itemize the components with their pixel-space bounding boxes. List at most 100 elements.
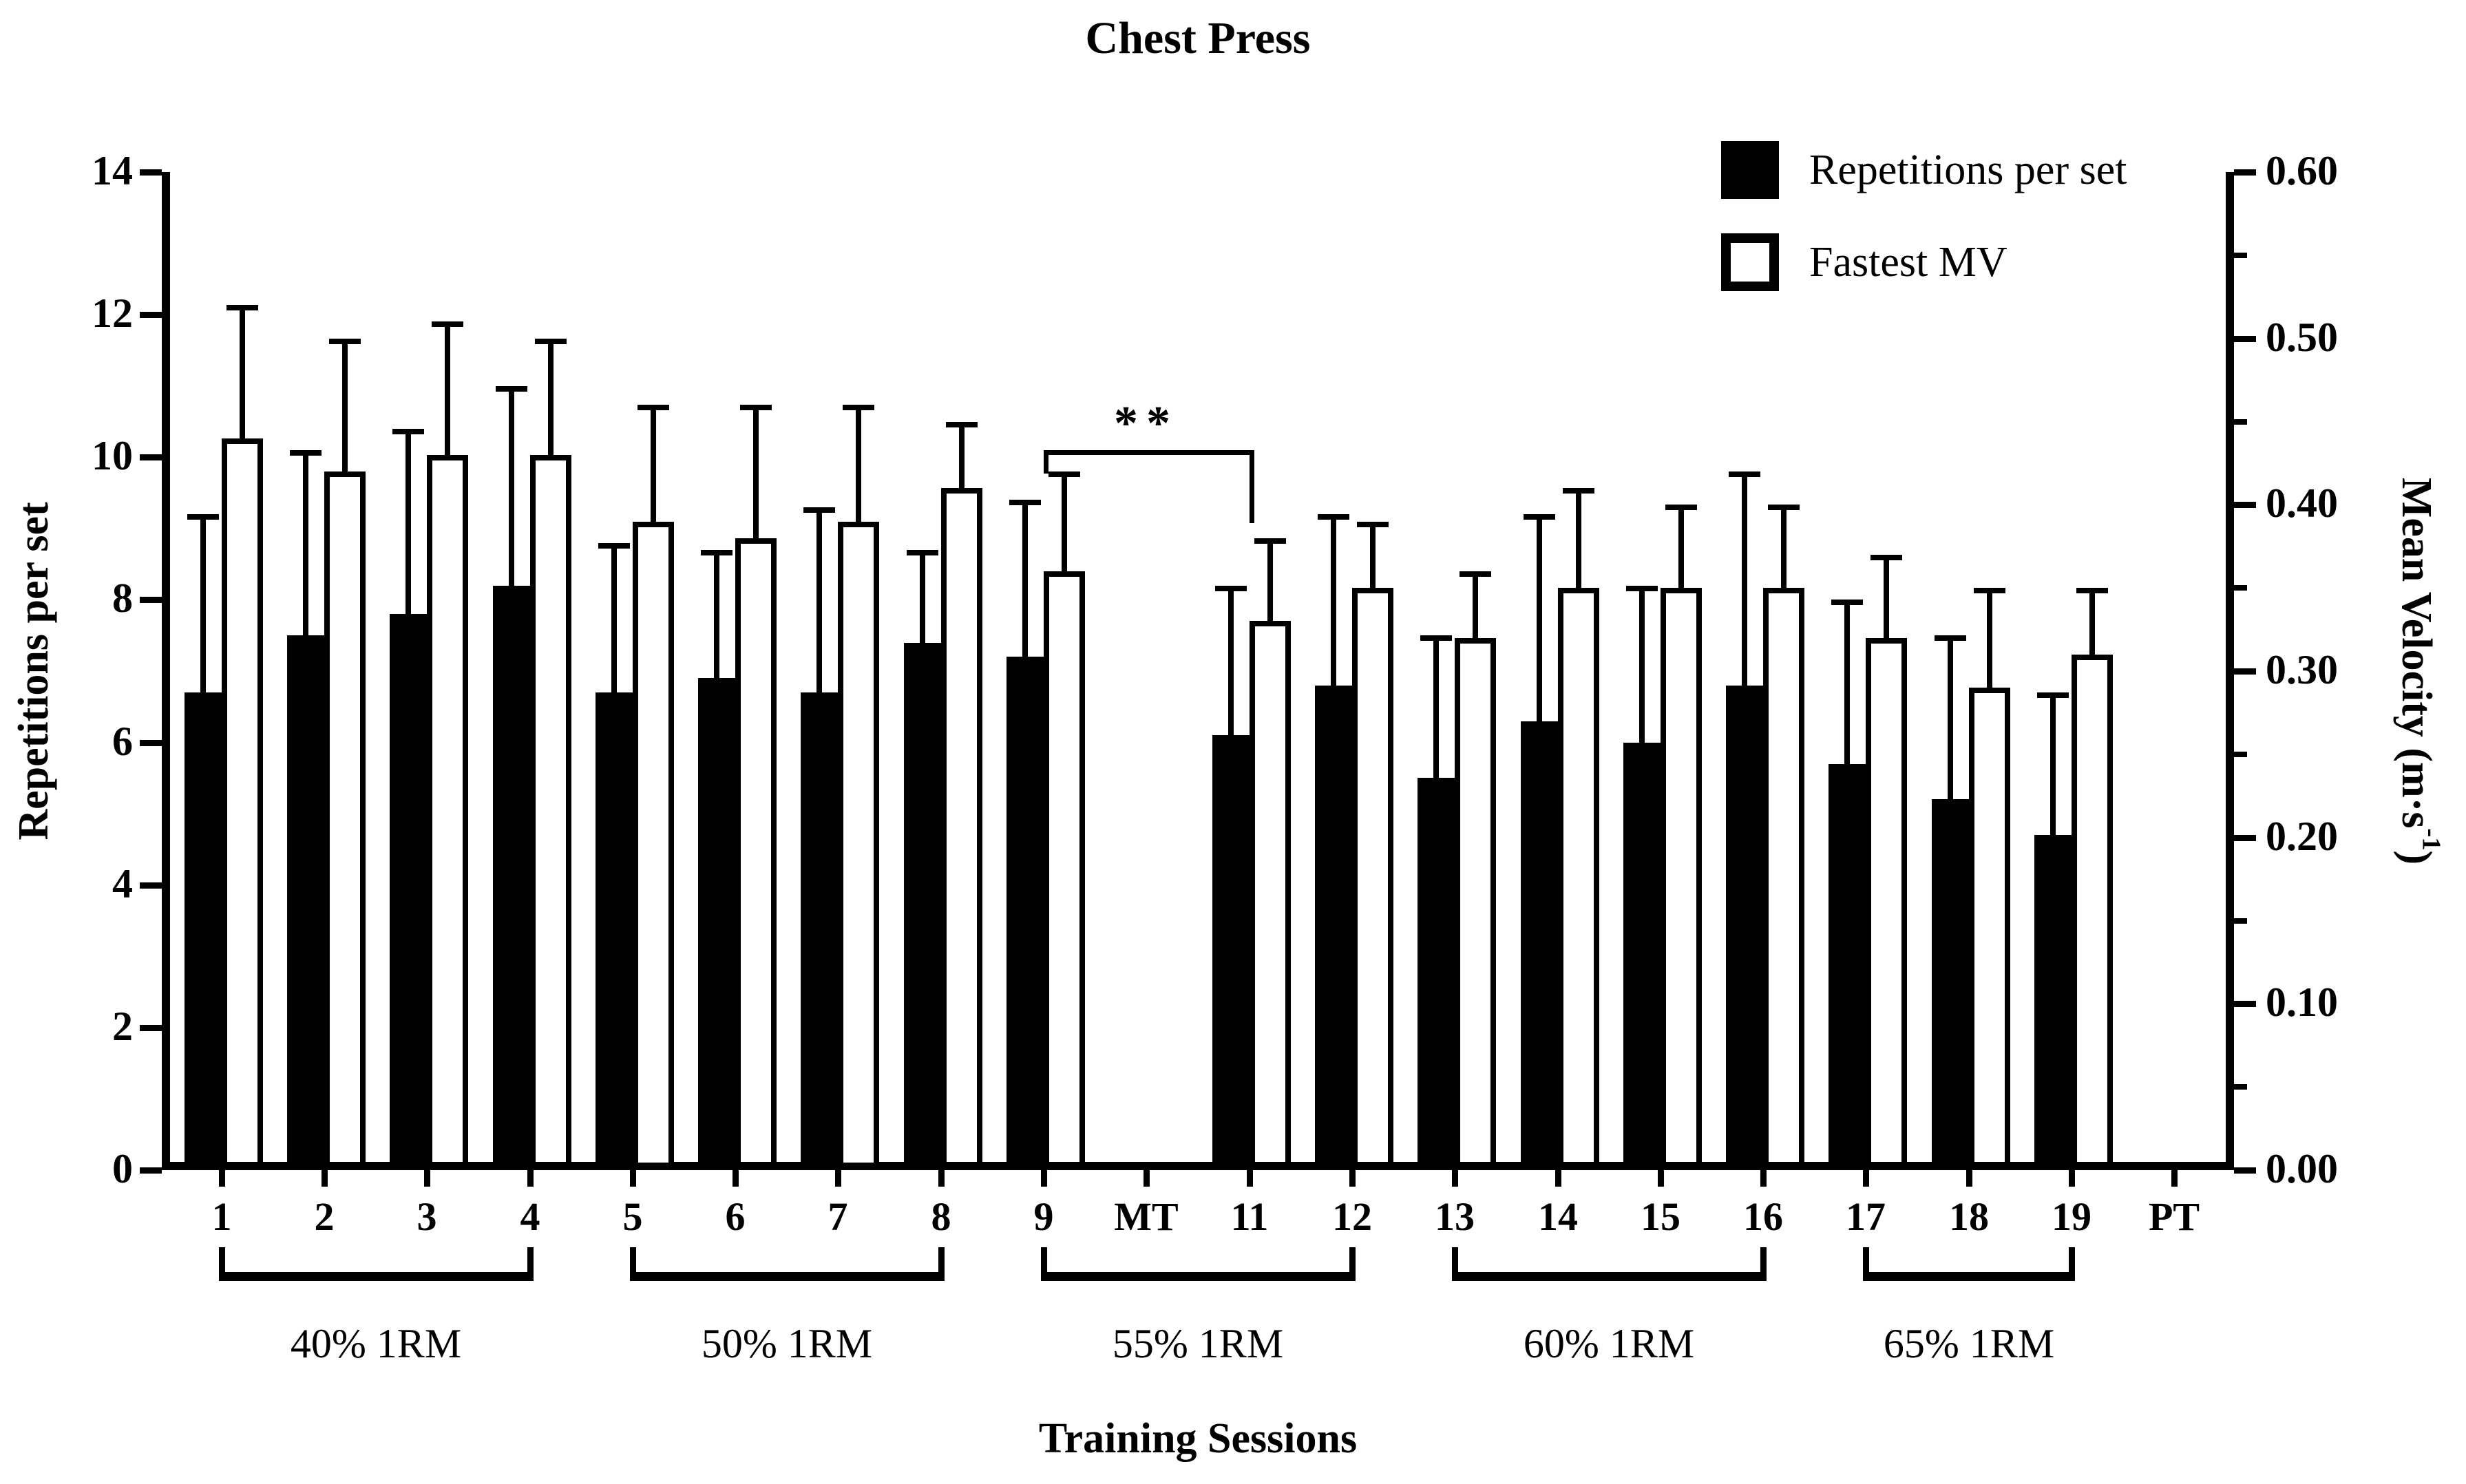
error-bar-line — [1948, 635, 1953, 813]
right-axis-tick-label: 0.00 — [2266, 1146, 2338, 1192]
repetitions-swatch-icon — [1721, 141, 1779, 199]
left-axis-tick-label: 2 — [112, 1004, 133, 1050]
repetitions-bar-session-15 — [1623, 743, 1661, 1162]
error-bar-cap — [187, 514, 219, 520]
fastest-mv-bar-session-14 — [1558, 588, 1599, 1162]
error-bar-line — [445, 321, 450, 468]
repetitions-bar-session-11 — [1212, 735, 1250, 1162]
right-axis-tick — [2234, 336, 2256, 342]
left-axis-tick-label: 12 — [92, 290, 133, 337]
error-bar-line — [240, 305, 245, 452]
left-axis-tick-label: 14 — [92, 148, 133, 194]
error-bar-line — [509, 386, 514, 600]
group-label: 60% 1RM — [1523, 1321, 1695, 1366]
left-axis-tick — [140, 454, 162, 460]
error-bar-cap — [2076, 588, 2108, 593]
repetitions-bar-session-17 — [1829, 764, 1866, 1162]
group-bracket-right-tick — [527, 1247, 534, 1280]
left-axis-tick-label: 8 — [112, 575, 133, 622]
x-axis-tick — [1658, 1170, 1664, 1187]
x-tick-label-session-8: 8 — [931, 1194, 951, 1239]
error-bar-line — [1473, 571, 1478, 652]
error-bar-line — [1433, 635, 1439, 792]
significance-bracket-right-tick — [1250, 450, 1254, 523]
error-bar-cap — [907, 550, 938, 555]
x-axis-tick — [733, 1170, 739, 1187]
error-bar-cap — [803, 507, 835, 513]
right-axis-minor-tick — [2234, 918, 2247, 924]
x-axis-tick — [1555, 1170, 1561, 1187]
error-bar-line — [1987, 588, 1992, 701]
x-tick-label-session-3: 3 — [417, 1194, 437, 1239]
legend-label: Repetitions per set — [1809, 146, 2127, 193]
x-axis-tick — [1863, 1170, 1869, 1187]
left-axis-tick — [140, 169, 162, 176]
x-axis-tick — [938, 1170, 945, 1187]
error-bar-cap — [1665, 505, 1697, 510]
x-tick-label-session-19: 19 — [2052, 1194, 2091, 1239]
error-bar-line — [2089, 588, 2095, 668]
group-bracket-left-tick — [1863, 1247, 1869, 1280]
left-axis-tick-label: 0 — [112, 1146, 133, 1192]
left-axis-title: Repetitions per set — [10, 502, 57, 840]
significance-bracket-left-tick — [1044, 450, 1048, 474]
group-bracket-bar — [1863, 1272, 2075, 1281]
error-bar-cap — [535, 339, 567, 344]
significance-bracket-top — [1044, 450, 1254, 455]
repetitions-bar-session-9 — [1007, 657, 1044, 1162]
repetitions-bar-session-13 — [1418, 778, 1455, 1162]
error-bar-line — [1267, 538, 1273, 635]
fastest-mv-bar-session-18 — [1969, 688, 2010, 1162]
error-bar-cap — [1935, 635, 1966, 641]
error-bar-line — [2050, 692, 2056, 849]
x-tick-label-session-11: 11 — [1230, 1194, 1269, 1239]
x-tick-label-session-2: 2 — [314, 1194, 335, 1239]
x-axis-tick — [630, 1170, 636, 1187]
x-tick-label-session-17: 17 — [1846, 1194, 1886, 1239]
right-axis-title: Mean Velocity (m·s-1) — [2392, 478, 2447, 865]
error-bar-cap — [1870, 555, 1902, 560]
plot-area — [162, 172, 2234, 1170]
error-bar-line — [1370, 522, 1376, 602]
x-tick-label-session-15: 15 — [1641, 1194, 1680, 1239]
error-bar-cap — [496, 386, 527, 392]
repetitions-bar-session-18 — [1932, 799, 1969, 1162]
right-axis-tick-label: 0.20 — [2266, 814, 2338, 860]
fastest-mv-swatch-icon — [1721, 233, 1779, 291]
left-axis-tick-label: 6 — [112, 719, 133, 765]
error-bar-cap — [1563, 488, 1594, 494]
right-axis-tick — [2234, 1001, 2256, 1007]
group-label: 40% 1RM — [290, 1321, 462, 1366]
left-axis-tick-label: 10 — [92, 433, 133, 479]
fastest-mv-bar-session-15 — [1661, 588, 1702, 1162]
error-bar-line — [1331, 514, 1336, 699]
error-bar-cap — [1009, 500, 1041, 505]
repetitions-bar-session-1 — [185, 692, 222, 1162]
error-bar-line — [405, 429, 411, 628]
error-bar-line — [200, 514, 206, 706]
x-axis-tick — [2171, 1170, 2178, 1187]
fastest-mv-bar-session-8 — [941, 488, 982, 1162]
fastest-mv-bar-session-4 — [530, 455, 571, 1162]
fastest-mv-bar-session-12 — [1352, 588, 1393, 1162]
error-bar-line — [611, 543, 617, 707]
error-bar-cap — [1729, 471, 1760, 477]
legend-label: Fastest MV — [1809, 238, 2007, 286]
left-axis-tick — [140, 740, 162, 746]
x-tick-label-session-14: 14 — [1538, 1194, 1578, 1239]
left-axis-tick — [140, 1025, 162, 1031]
error-bar-line — [1884, 555, 1889, 652]
x-tick-label-session-16: 16 — [1743, 1194, 1783, 1239]
error-bar-cap — [1524, 514, 1555, 520]
group-label: 55% 1RM — [1112, 1321, 1284, 1366]
fastest-mv-bar-session-3 — [427, 455, 468, 1162]
x-axis-tick — [1760, 1170, 1767, 1187]
error-bar-cap — [1318, 514, 1349, 520]
x-axis-tick — [1966, 1170, 1972, 1187]
group-bracket-right-tick — [2069, 1247, 2075, 1280]
x-tick-label-session-18: 18 — [1949, 1194, 1989, 1239]
error-bar-line — [816, 507, 822, 706]
fastest-mv-bar-session-2 — [324, 471, 366, 1162]
error-bar-cap — [290, 450, 322, 456]
